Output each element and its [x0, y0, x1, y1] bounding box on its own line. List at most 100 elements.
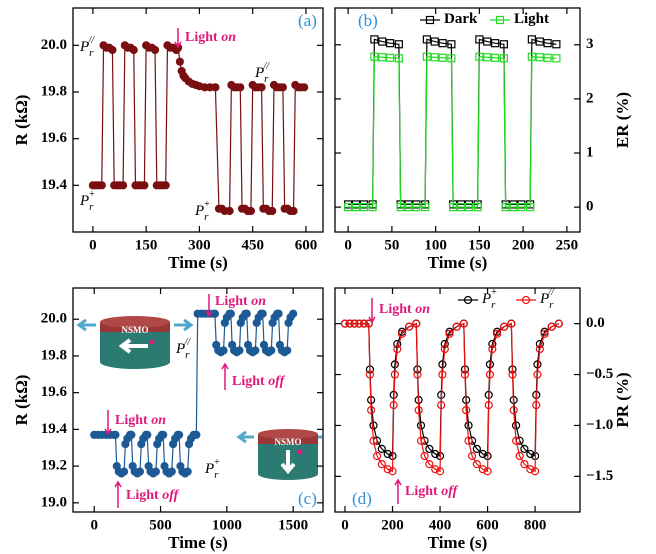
- marker: [430, 37, 439, 46]
- annotation-arrow: [114, 480, 122, 508]
- marker: [151, 467, 160, 476]
- annotation: (d): [352, 489, 372, 508]
- marker: [211, 83, 220, 92]
- y-axis-label: R (kΩ): [12, 95, 31, 146]
- marker: [242, 309, 251, 318]
- x-tick-label: 1000: [212, 517, 242, 533]
- annotation-text: Light: [405, 484, 438, 499]
- series-line: [344, 322, 560, 473]
- marker: [404, 203, 413, 212]
- inset-top-face: [100, 316, 170, 328]
- marker: [397, 329, 407, 338]
- annotation: Light on: [379, 302, 430, 317]
- marker: [425, 15, 435, 25]
- x-tick-label: 150: [135, 237, 158, 253]
- marker: [495, 15, 505, 25]
- marker: [161, 181, 170, 190]
- marker: [386, 53, 395, 62]
- marker: [289, 309, 298, 318]
- marker: [431, 449, 440, 459]
- marker: [365, 370, 375, 379]
- marker: [129, 45, 138, 55]
- inset-dot: [297, 449, 303, 455]
- legend-sub: r: [491, 299, 496, 311]
- marker: [485, 360, 495, 369]
- marker: [420, 451, 429, 461]
- marker: [488, 344, 497, 354]
- marker: [438, 53, 447, 62]
- x-tick-label: 600: [476, 517, 499, 533]
- annotation-text: (b): [358, 11, 378, 30]
- marker: [368, 203, 377, 212]
- marker: [422, 52, 431, 61]
- marker: [431, 465, 440, 474]
- marker: [464, 436, 473, 445]
- marker: [508, 370, 517, 379]
- marker: [464, 203, 473, 212]
- y-axis-label: PR (%): [613, 372, 632, 427]
- annotation-text: NSMO: [275, 437, 302, 447]
- x-axis-label: Time (s): [168, 253, 228, 272]
- marker: [491, 39, 500, 48]
- marker: [97, 181, 106, 190]
- marker: [491, 53, 500, 62]
- marker: [462, 406, 471, 415]
- marker: [118, 181, 128, 190]
- marker: [533, 370, 542, 379]
- marker: [472, 444, 481, 453]
- annotation-sub: r: [185, 349, 190, 361]
- legend-name: P: [481, 291, 491, 307]
- marker: [135, 467, 145, 476]
- x-tick-label: 0: [90, 517, 98, 533]
- marker: [383, 449, 392, 459]
- inset-arrow: [280, 450, 296, 475]
- annotation-text: P: [204, 461, 214, 477]
- marker: [413, 370, 422, 379]
- marker: [530, 467, 540, 476]
- marker: [438, 370, 447, 379]
- marker: [226, 309, 235, 318]
- annotation-sup: +: [88, 189, 95, 200]
- annotation: NSMO: [122, 325, 149, 335]
- marker: [535, 37, 544, 46]
- annotation-text: P: [175, 341, 185, 357]
- legend-sup: //: [547, 287, 555, 298]
- y-tick-label: −1.5: [586, 468, 613, 484]
- y-tick-label: 20.0: [41, 311, 67, 327]
- marker: [167, 467, 176, 476]
- marker: [554, 319, 563, 328]
- marker: [422, 35, 431, 44]
- panel: 0 200 400 600 800 0.0 −0.5 −1.0 −1.5 Time (s) PR (…: [334, 287, 632, 552]
- annotation-em: on: [251, 294, 266, 309]
- annotation-em: on: [221, 30, 236, 45]
- y-tick-label: 0: [586, 199, 594, 215]
- annotation-em: off: [268, 374, 285, 389]
- marker: [225, 206, 234, 216]
- x-axis-label: Time (s): [168, 533, 228, 552]
- marker: [532, 400, 541, 410]
- annotation-text: Light: [185, 30, 218, 45]
- x-tick-label: 0: [344, 237, 352, 253]
- y-axis-label: R (kΩ): [12, 375, 31, 426]
- marker: [355, 319, 364, 328]
- annotation: Pr+: [204, 457, 220, 480]
- marker: [526, 465, 535, 474]
- annotation: (c): [298, 489, 317, 508]
- marker: [412, 203, 421, 212]
- x-tick-label: 250: [556, 237, 579, 253]
- marker: [527, 35, 536, 44]
- marker: [483, 467, 492, 476]
- marker: [289, 206, 298, 216]
- marker: [435, 467, 445, 476]
- marker: [500, 322, 509, 331]
- panel: 0 150 300 450 600 19.4 19.6 19.8 20.0 Time (s) R (…: [12, 7, 324, 272]
- marker: [175, 57, 184, 66]
- marker: [369, 421, 378, 430]
- marker: [359, 319, 369, 328]
- marker: [377, 444, 386, 453]
- marker: [369, 436, 378, 445]
- marker: [492, 329, 502, 338]
- annotation: Pr//: [79, 35, 95, 58]
- panel: 0 50 100 150 200 250 0 1 2 3 Time (s) ER (%) Dark Lig…: [334, 7, 632, 272]
- annotation: (b): [358, 11, 378, 30]
